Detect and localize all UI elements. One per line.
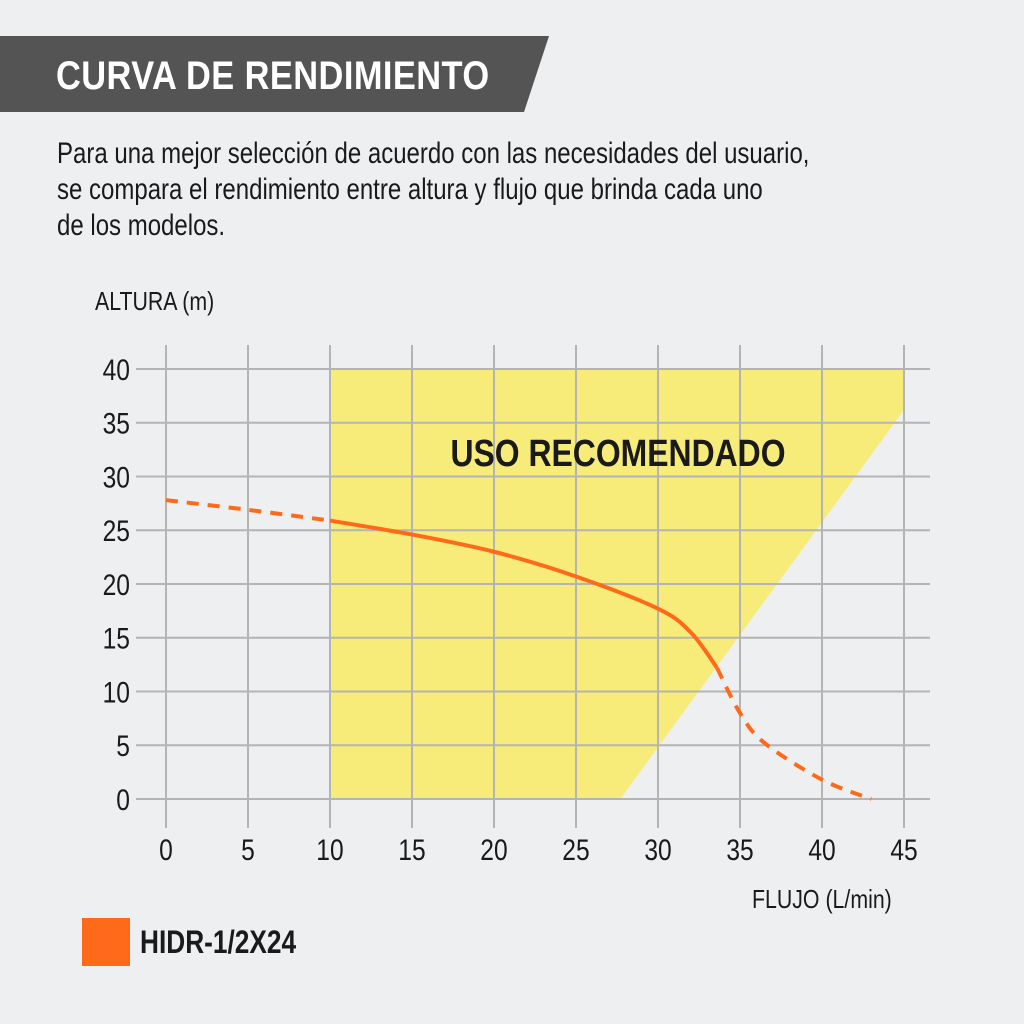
x-axis-label: FLUJO (L/min) xyxy=(752,884,892,914)
curve-dashed-segment xyxy=(715,666,872,801)
title-banner xyxy=(0,36,549,112)
recommended-zone-text: USO RECOMENDADO xyxy=(450,432,785,474)
recommended-zone-label: USO RECOMENDADO xyxy=(450,432,785,474)
description-line: de los modelos. xyxy=(57,209,226,242)
x-tick-label: 10 xyxy=(316,833,343,867)
y-tick-label: 25 xyxy=(103,514,130,548)
x-tick-label: 40 xyxy=(808,833,835,867)
x-tick-label: 45 xyxy=(890,833,917,867)
y-tick-label: 30 xyxy=(103,460,130,494)
y-axis-label: ALTURA (m) xyxy=(95,286,215,316)
page-title: CURVA DE RENDIMIENTO xyxy=(56,54,490,98)
y-tick-label: 35 xyxy=(103,406,130,440)
x-tick-label: 35 xyxy=(726,833,753,867)
x-tick-label: 20 xyxy=(480,833,507,867)
y-tick-label: 40 xyxy=(103,353,130,387)
y-tick-label: 10 xyxy=(103,675,130,709)
x-tick-label: 15 xyxy=(398,833,425,867)
performance-curve xyxy=(165,498,872,801)
y-tick-label: 5 xyxy=(116,729,130,763)
chart-grid xyxy=(136,345,930,828)
description: Para una mejor selección de acuerdo con … xyxy=(57,136,857,244)
x-tick-label: 0 xyxy=(159,833,173,867)
x-tick-label: 25 xyxy=(562,833,589,867)
x-tick-label: 30 xyxy=(644,833,671,867)
y-tick-label: 20 xyxy=(103,568,130,602)
legend-swatch xyxy=(82,918,130,966)
description-line: Para una mejor selección de acuerdo con … xyxy=(57,137,810,170)
legend-label: HIDR-1/2X24 xyxy=(140,923,297,960)
y-tick-label: 15 xyxy=(103,621,130,655)
description-line: se compara el rendimiento entre altura y… xyxy=(57,173,763,206)
x-tick-label: 5 xyxy=(241,833,255,867)
axis-ticks: 0 5 10 15 20 25 30 35 40 45 0 5 10 15 20 25 30 35 40 xyxy=(103,353,918,867)
legend: HIDR-1/2X24 xyxy=(82,918,330,966)
curve-solid-segment xyxy=(329,518,719,670)
y-tick-label: 0 xyxy=(116,783,130,817)
